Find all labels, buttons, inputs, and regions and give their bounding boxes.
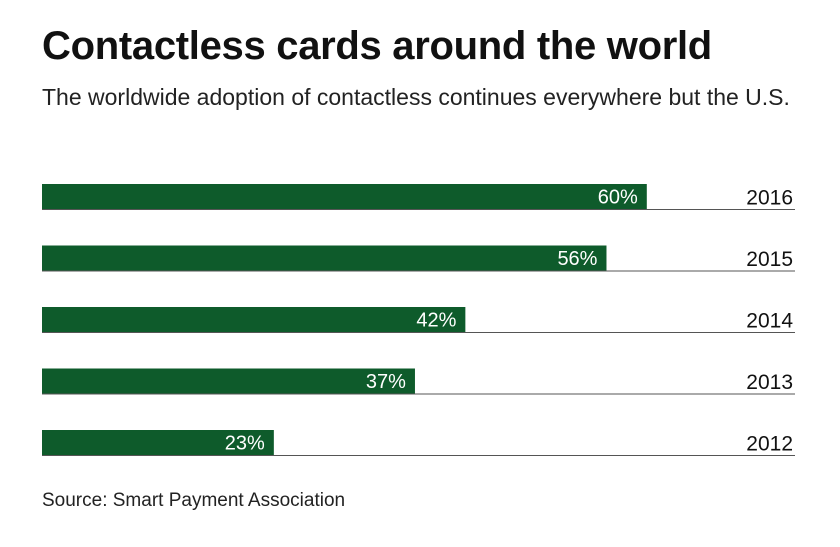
category-label-2015: 2015 [746,248,793,271]
value-label-2015: 56% [557,248,597,270]
chart-title: Contactless cards around the world [42,24,712,68]
value-label-2013: 37% [366,371,406,393]
value-label-2014: 42% [416,310,456,332]
bar-row-2012: 23% 2012 [42,430,795,456]
bar-row-2013: 37% 2013 [42,368,795,395]
value-label-2012: 23% [225,433,265,455]
source-note: Source: Smart Payment Association [42,490,346,511]
bar-2016 [42,184,647,209]
category-label-2014: 2014 [746,310,793,333]
bar-2012 [42,430,274,455]
bar-row-2016: 60% 2016 [42,184,795,210]
value-label-2016: 60% [598,187,638,209]
category-label-2012: 2012 [746,433,793,456]
chart-subtitle: The worldwide adoption of contactless co… [42,84,790,110]
bar-row-2014: 42% 2014 [42,307,795,333]
bar-2013 [42,368,415,394]
bar-2015 [42,245,607,271]
category-label-2016: 2016 [746,187,793,210]
category-label-2013: 2013 [746,371,793,394]
bar-row-2015: 56% 2015 [42,245,795,272]
bar-2014 [42,307,466,332]
